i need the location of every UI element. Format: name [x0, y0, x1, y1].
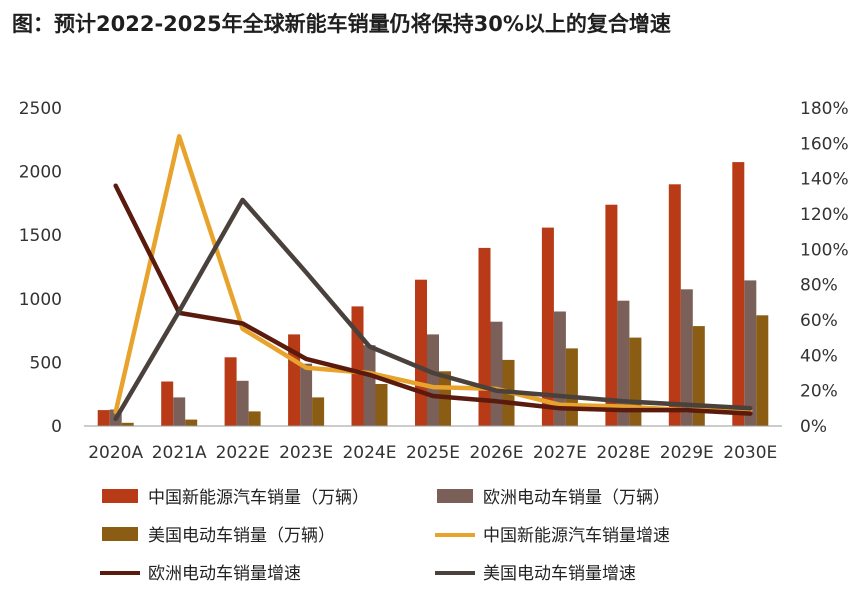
bar-2-2030E: [744, 280, 757, 426]
bar-3-2029E: [692, 326, 705, 426]
bar-1-2026E: [478, 247, 491, 426]
legend-label-3: 美国电动车销量（万辆）: [148, 526, 335, 546]
x-tick-label: 2025E: [406, 443, 460, 463]
bar-3-2020A: [121, 422, 134, 426]
x-tick-label: 2023E: [279, 443, 333, 463]
x-tick-label: 2024E: [342, 443, 396, 463]
y-right-tick-label: 0%: [800, 417, 827, 437]
line-series-1: [113, 134, 753, 415]
bar-3-2027E: [565, 348, 578, 426]
x-tick-label: 2028E: [596, 443, 650, 463]
bar-3-2021A: [185, 419, 198, 426]
bar-3-2030E: [756, 315, 769, 426]
bar-1-2027E: [541, 227, 554, 426]
bar-3-2024E: [375, 384, 388, 426]
y-left-tick-label: 2500: [19, 99, 62, 119]
chart-title: 图：预计2022-2025年全球新能车销量仍将保持30%以上的复合增速: [12, 12, 671, 36]
legend-swatch-2: [437, 489, 473, 503]
bar-1-2021A: [161, 381, 174, 426]
legend-swatch-1: [102, 489, 138, 503]
bar-3-2028E: [629, 337, 642, 426]
y-right-tick-label: 40%: [800, 346, 838, 366]
bar-2-2029E: [680, 289, 693, 426]
legend-label-6: 美国电动车销量增速: [483, 564, 636, 584]
y-right-tick-label: 140%: [800, 170, 849, 190]
x-tick-label: 2027E: [533, 443, 587, 463]
x-tick-label: 2021A: [152, 443, 207, 463]
bar-3-2023E: [312, 397, 325, 426]
y-right-tick-label: 20%: [800, 382, 838, 402]
legend-swatch-3: [102, 527, 138, 541]
y-right-tick-label: 120%: [800, 205, 849, 225]
bar-2-2022E: [236, 380, 249, 426]
line-series-3: [113, 197, 753, 422]
bar-3-2022E: [248, 411, 261, 426]
legend-label-5: 欧洲电动车销量增速: [148, 564, 301, 584]
y-right-tick-label: 180%: [800, 99, 849, 119]
bar-2-2023E: [300, 363, 313, 426]
bar-1-2022E: [224, 357, 237, 426]
bar-1-2029E: [668, 184, 681, 426]
bar-1-2025E: [415, 279, 427, 426]
x-tick-label: 2020A: [88, 443, 143, 463]
legend-label-4: 中国新能源汽车销量增速: [483, 526, 670, 546]
bar-2-2028E: [617, 300, 630, 426]
legend-label-2: 欧洲电动车销量（万辆）: [483, 488, 670, 508]
bar-2-2026E: [490, 321, 503, 426]
y-left-tick-label: 0: [51, 417, 62, 437]
x-tick-label: 2026E: [469, 443, 523, 463]
bar-1-2028E: [605, 204, 618, 426]
bar-1-2030E: [732, 162, 745, 426]
x-tick-label: 2029E: [660, 443, 714, 463]
y-right-tick-label: 160%: [800, 134, 849, 154]
y-left-tick-label: 2000: [19, 163, 62, 183]
bar-2-2021A: [173, 397, 186, 426]
line-series-2: [113, 183, 753, 416]
x-tick-label: 2022E: [216, 443, 270, 463]
x-tick-label: 2030E: [723, 443, 777, 463]
y-right-tick-label: 80%: [800, 276, 838, 296]
bar-2-2024E: [363, 345, 376, 426]
y-left-tick-label: 1000: [19, 290, 62, 310]
legend-label-1: 中国新能源汽车销量（万辆）: [148, 488, 369, 508]
y-left-tick-label: 500: [30, 353, 62, 373]
y-right-tick-label: 100%: [800, 240, 849, 260]
bar-1-2020A: [97, 410, 110, 426]
y-right-tick-label: 60%: [800, 311, 838, 331]
y-left-tick-label: 1500: [19, 226, 62, 246]
bar-2-2025E: [427, 334, 439, 426]
